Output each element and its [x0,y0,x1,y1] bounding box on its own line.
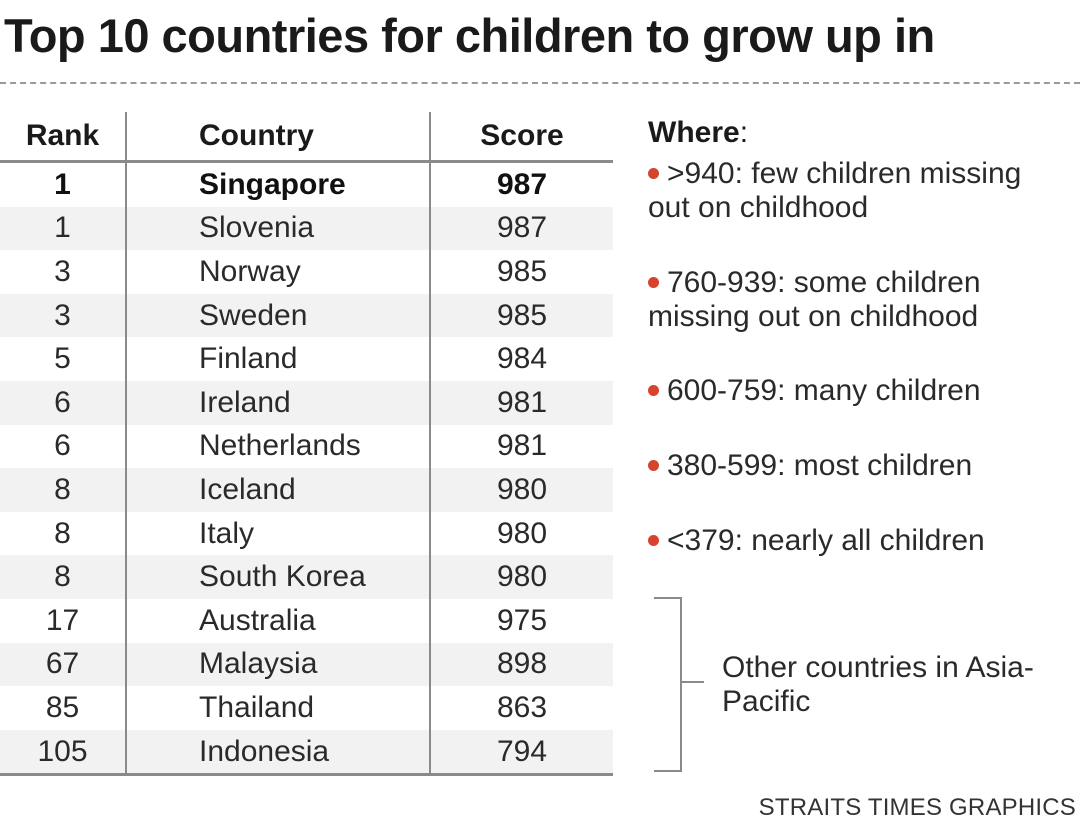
legend-item: <379: nearly all children [648,524,1068,558]
table-row: 8 South Korea 980 [0,555,613,599]
rank-cell: 8 [0,555,127,599]
rank-cell: 1 [0,206,127,251]
column-header-score: Score [430,112,613,163]
legend-item: 380-599: most children [648,449,1068,483]
legend-item-text: 380-599: most children [667,449,973,482]
asia-pacific-note: Other countries in Asia-Pacific [722,651,1034,718]
table-row: 85 Thailand 863 [0,686,613,730]
score-cell: 985 [496,254,548,288]
table-row: 105 Indonesia 794 [0,729,613,777]
table-row: 3 Sweden 985 [0,293,613,338]
rank-cell: 105 [0,729,127,777]
country-cell: Netherlands [126,424,431,469]
legend-item: 600-759: many children [648,374,1068,408]
rank-cell: 85 [0,686,127,730]
country-cell: Malaysia [126,642,431,687]
score-cell: 984 [496,342,548,376]
title-divider [0,82,1080,84]
country-cell: Italy [126,511,431,556]
bullet-icon [648,276,659,288]
score-cell: 987 [496,167,548,201]
table-row: 8 Italy 980 [0,511,613,556]
bullet-icon [648,384,659,396]
table-row: 1 Singapore 987 [0,161,613,207]
country-cell: Finland [126,337,431,381]
legend-item-text: 760-939: some children missing out on ch… [648,266,981,333]
score-cell: 975 [496,603,548,637]
column-header-country: Country [126,112,431,163]
table-row: 67 Malaysia 898 [0,642,613,687]
table-row: 6 Ireland 981 [0,380,613,425]
table-row: 3 Norway 985 [0,250,613,294]
legend-title: Where: [648,116,748,150]
score-cell: 863 [496,690,548,724]
table-row: 1 Slovenia 987 [0,206,613,251]
rank-cell: 8 [0,511,127,556]
rank-cell: 6 [0,424,127,469]
rank-cell: 67 [0,642,127,687]
legend-item-text: >940: few children missing out on childh… [648,157,1022,224]
rank-cell: 6 [0,380,127,425]
chart-title: Top 10 countries for children to grow up… [4,9,935,62]
bullet-icon [648,167,659,179]
asia-pacific-bracket-tick [682,681,704,683]
country-cell: Singapore [126,161,431,207]
source-credit: STRAITS TIMES GRAPHICS [758,794,1076,821]
legend-item-text: <379: nearly all children [667,524,985,557]
table-header-row: Rank Country Score [0,112,613,163]
legend-item: 760-939: some children missing out on ch… [648,266,1068,334]
legend-item: >940: few children missing out on childh… [648,157,1068,225]
legend-title-colon: : [739,116,749,149]
rank-cell: 5 [0,337,127,381]
table-row: 5 Finland 984 [0,337,613,381]
country-cell: Iceland [126,468,431,512]
score-cell: 898 [430,642,613,687]
bullet-icon [648,459,659,471]
ranking-table: Rank Country Score 1 Singapore 987 1 Sloveni… [0,112,613,777]
rank-cell: 3 [0,293,127,338]
score-cell: 794 [430,729,613,777]
legend-title-text: Where [648,116,740,149]
table-row: 6 Netherlands 981 [0,424,613,469]
score-cell: 981 [430,380,613,425]
score-cell: 980 [430,468,613,512]
score-cell: 981 [496,429,548,463]
score-cell: 985 [430,293,613,338]
bullet-icon [648,534,659,546]
legend-item-text: 600-759: many children [667,374,981,407]
table-row: 17 Australia 975 [0,598,613,643]
country-cell: Sweden [126,293,431,338]
rank-cell: 8 [0,468,127,512]
table-body: 1 Singapore 987 1 Slovenia 987 3 Norway 985 3 Swed… [0,161,613,777]
country-cell: Thailand [126,686,431,730]
rank-cell: 3 [0,250,127,294]
table-row: 8 Iceland 980 [0,468,613,512]
country-cell: Ireland [126,380,431,425]
country-cell: Indonesia [126,729,431,777]
country-cell: South Korea [126,555,431,599]
rank-cell: 17 [0,598,127,643]
rank-cell: 1 [0,161,127,207]
country-cell: Norway [126,250,431,294]
score-cell: 987 [430,206,613,251]
country-cell: Slovenia [126,206,431,251]
column-header-rank: Rank [0,112,127,163]
asia-pacific-bracket [654,597,682,772]
score-cell: 980 [496,516,548,550]
country-cell: Australia [126,598,431,643]
score-cell: 980 [430,555,613,599]
